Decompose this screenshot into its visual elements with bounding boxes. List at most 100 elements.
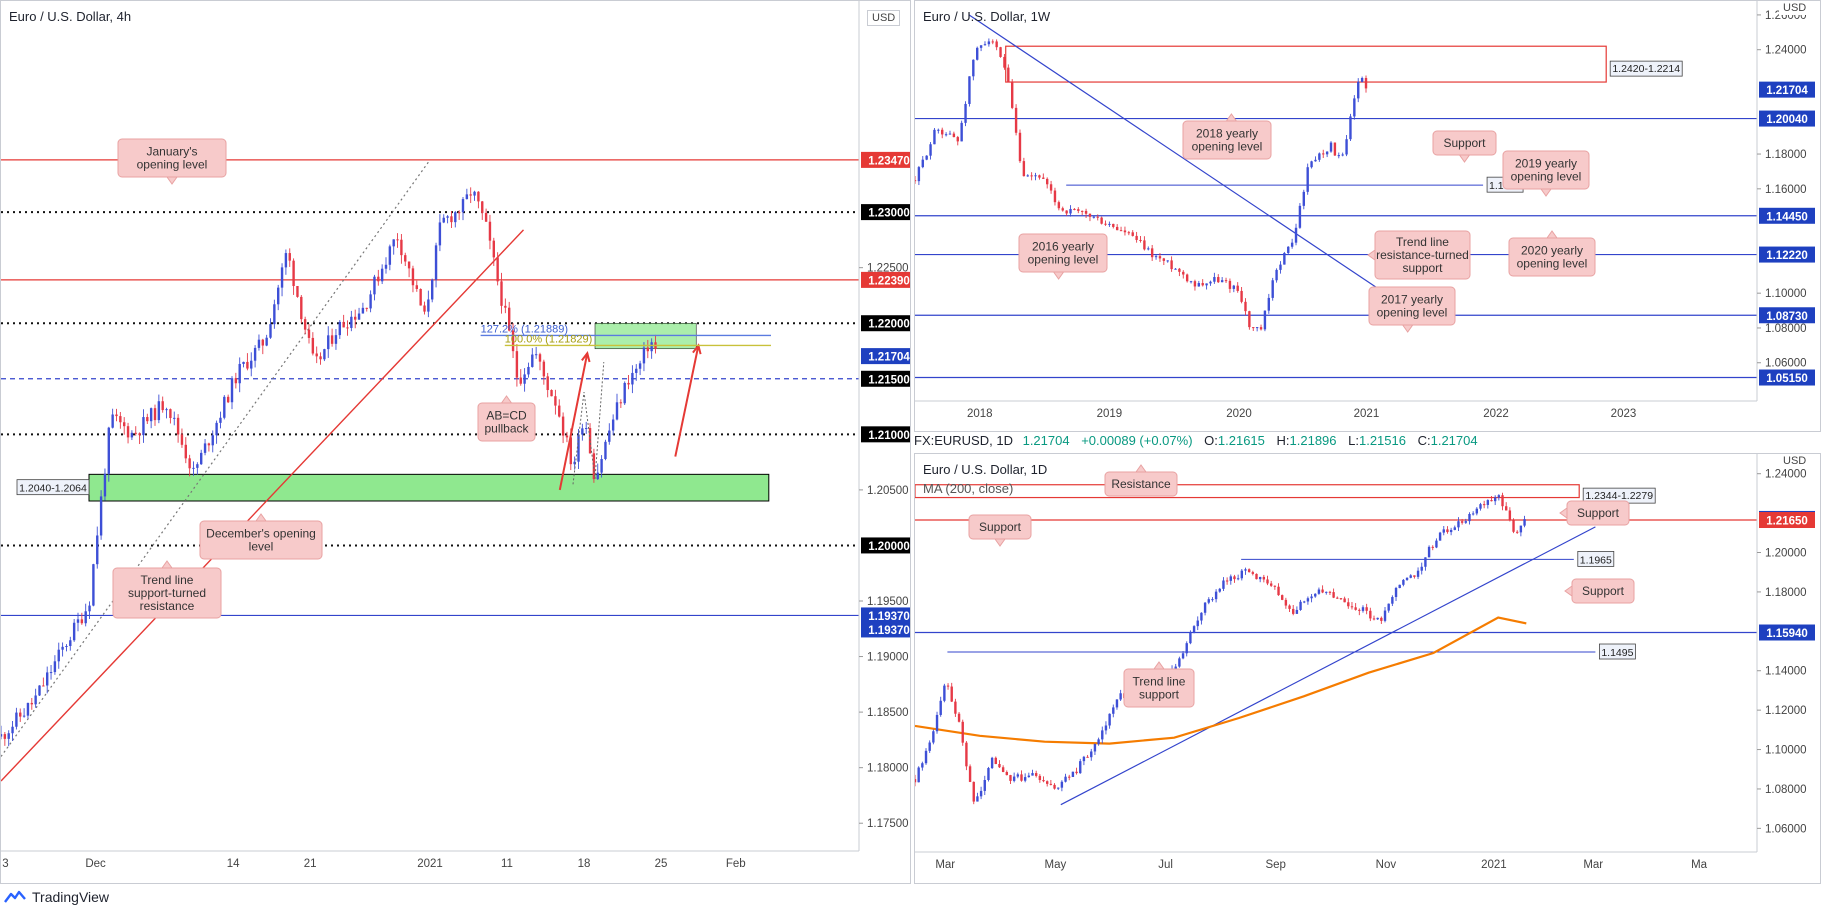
candle-body [392, 239, 395, 247]
candle-body [1045, 178, 1049, 185]
candle-body [173, 417, 176, 419]
candle-body [932, 731, 935, 743]
candle-body [1030, 175, 1033, 177]
candle-body [1353, 98, 1356, 117]
candle-body [1203, 602, 1207, 613]
candle-body [431, 279, 434, 300]
chart-4h-panel[interactable]: 1.2040-1.2064 127.2% (1.21889) 100.0% (1.2… [0, 0, 911, 884]
candle-body [107, 427, 110, 474]
candle-body [1405, 577, 1409, 580]
candle-body [1181, 653, 1185, 659]
candle-body [1178, 658, 1181, 667]
time-label-h4-5: 11 [501, 858, 513, 870]
candle-body [1299, 601, 1302, 610]
candle-body [983, 44, 987, 46]
candle-body [307, 329, 311, 338]
candle-body [1347, 602, 1350, 607]
candle-body [69, 640, 72, 647]
candle-body [1065, 210, 1068, 214]
candle-body [1394, 588, 1398, 598]
status-low-label: L: [1348, 433, 1359, 448]
callout-text-d1-4-1: support [1139, 688, 1180, 702]
candle-body [1018, 132, 1022, 162]
candle-body [157, 401, 161, 421]
candle-body [1205, 283, 1208, 286]
callout-pointer-h4-3 [161, 560, 173, 569]
candle-body [165, 409, 168, 411]
chart-1d-svg[interactable]: 1.1965 1.1495 1.2344-1.2279 1.24000 1.20000 1… [915, 454, 1820, 883]
chart-1w-currency-label[interactable]: USD [1779, 1, 1811, 15]
candle-body [646, 347, 649, 352]
candle-body [1131, 232, 1134, 236]
chart-4h-currency-label[interactable]: USD [867, 10, 901, 26]
candle-body [80, 619, 84, 624]
zone-w1-0-label: 1.2420-1.2214 [1612, 63, 1680, 75]
candle-body [1283, 253, 1286, 265]
candle-body [415, 285, 418, 290]
candle-body [1182, 271, 1185, 275]
price-tag-label-h4-6: 1.21000 [868, 430, 910, 442]
candle-body [176, 417, 180, 435]
time-label-w1-3: 2021 [1354, 408, 1380, 420]
candle-body [1079, 761, 1082, 774]
price-tag-h4-5 [861, 370, 910, 387]
status-symbol[interactable]: FX:EURUSD, 1D [914, 433, 1013, 448]
chart-1d-currency-label[interactable]: USD [1779, 454, 1811, 468]
candle-body [991, 41, 994, 43]
candle-body [223, 396, 226, 418]
candle-body [1341, 154, 1344, 156]
chart-4h-svg[interactable]: 1.2040-1.2064 127.2% (1.21889)100.0% (1.2… [1, 1, 910, 883]
tradingview-logo-icon [4, 890, 26, 903]
candle-body [1005, 771, 1008, 776]
price-tick-w1-5: 1.08000 [1765, 323, 1807, 335]
candle-body [1034, 773, 1038, 776]
chart-4h-title: Euro / U.S. Dollar, 4h [9, 9, 132, 24]
candle-body [1294, 227, 1298, 243]
candle-body [65, 646, 68, 648]
callout-pointer-d1-3 [1564, 585, 1573, 597]
candle-body [1269, 583, 1273, 586]
zone-d1-0-label: 1.2344-1.2279 [1585, 490, 1653, 502]
candle-body [976, 796, 979, 802]
price-tag-w1-3 [1759, 246, 1815, 263]
candle-body [1100, 217, 1103, 224]
price-tag-label-h4-9: 1.19370 [868, 625, 910, 637]
candle-body [1431, 546, 1434, 548]
chart-w1-layer: 1.16211.2420-1.22141.260001.240001.18000… [915, 1, 1820, 431]
candle-body [957, 713, 961, 722]
candle-body [1119, 230, 1123, 232]
chart-1d-panel[interactable]: 1.1965 1.1495 1.2344-1.2279 1.24000 1.20000 1… [914, 453, 1821, 884]
candle-body [1442, 529, 1445, 533]
candle-body [1057, 202, 1061, 209]
price-tag-h4-2 [861, 271, 910, 288]
chart-1w-panel[interactable]: 1.16211.2420-1.22141.260001.240001.18000… [914, 0, 1821, 432]
candle-body [200, 452, 203, 465]
candle-body [188, 458, 191, 469]
candle-body [277, 287, 280, 305]
candle-body [492, 240, 495, 258]
candle-body [1271, 280, 1274, 298]
chart-1d-ma-label[interactable]: MA (200, close) [923, 481, 1014, 496]
callout-text-w1-0-0: 2018 yearly [1196, 127, 1258, 141]
candle-body [635, 368, 638, 373]
callout-d1-0: Resistance [1104, 464, 1178, 497]
candle-body [99, 496, 103, 536]
tradingview-brand[interactable]: TradingView [4, 886, 109, 908]
time-label-h4-6: 18 [578, 858, 591, 870]
candle-body [1088, 213, 1092, 217]
candle-body [450, 216, 453, 223]
time-label-d1-6: Mar [1583, 859, 1603, 871]
candle-body [1143, 240, 1146, 250]
status-open-label: O: [1204, 433, 1218, 448]
candle-body [1364, 78, 1368, 89]
candle-body [323, 349, 326, 360]
chart-1w-svg[interactable]: 1.16211.2420-1.22141.260001.240001.18000… [915, 1, 1820, 431]
candle-body [1295, 609, 1299, 614]
candle-body [1042, 177, 1045, 179]
candle-body [1038, 175, 1041, 178]
candle-body [1322, 153, 1325, 155]
candle-body [1049, 783, 1053, 785]
price-tag-w1-1 [1759, 110, 1815, 127]
